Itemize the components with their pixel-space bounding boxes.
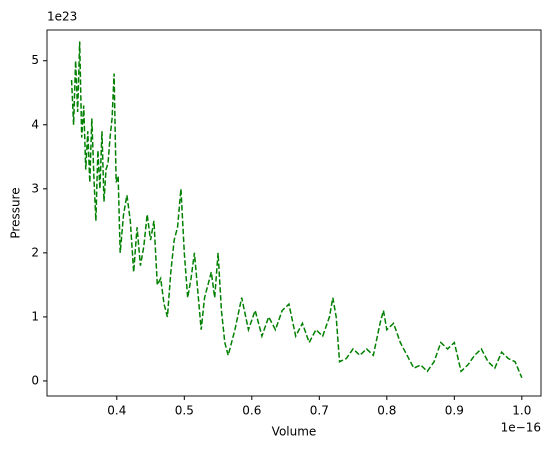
x-offset-text: 1e−16	[501, 421, 541, 435]
y-axis-label: Pressure	[9, 187, 23, 238]
x-tick-label: 0.6	[242, 404, 261, 418]
y-offset-text: 1e23	[47, 10, 77, 24]
x-tick-label: 0.9	[445, 404, 464, 418]
y-tick-label: 2	[31, 245, 39, 259]
y-tick-label: 4	[31, 117, 39, 131]
y-tick-label: 1	[31, 309, 39, 323]
x-tick-label: 0.8	[377, 404, 396, 418]
x-tick-label: 1.0	[512, 404, 531, 418]
data-line	[70, 41, 523, 379]
y-tick-label: 5	[31, 53, 39, 67]
y-tick-label: 0	[31, 373, 39, 387]
y-tick-label: 3	[31, 181, 39, 195]
x-tick-label: 0.7	[310, 404, 329, 418]
x-axis-label: Volume	[272, 425, 317, 439]
x-tick-label: 0.5	[175, 404, 194, 418]
x-tick-label: 0.4	[107, 404, 126, 418]
plot-frame	[46, 29, 542, 397]
